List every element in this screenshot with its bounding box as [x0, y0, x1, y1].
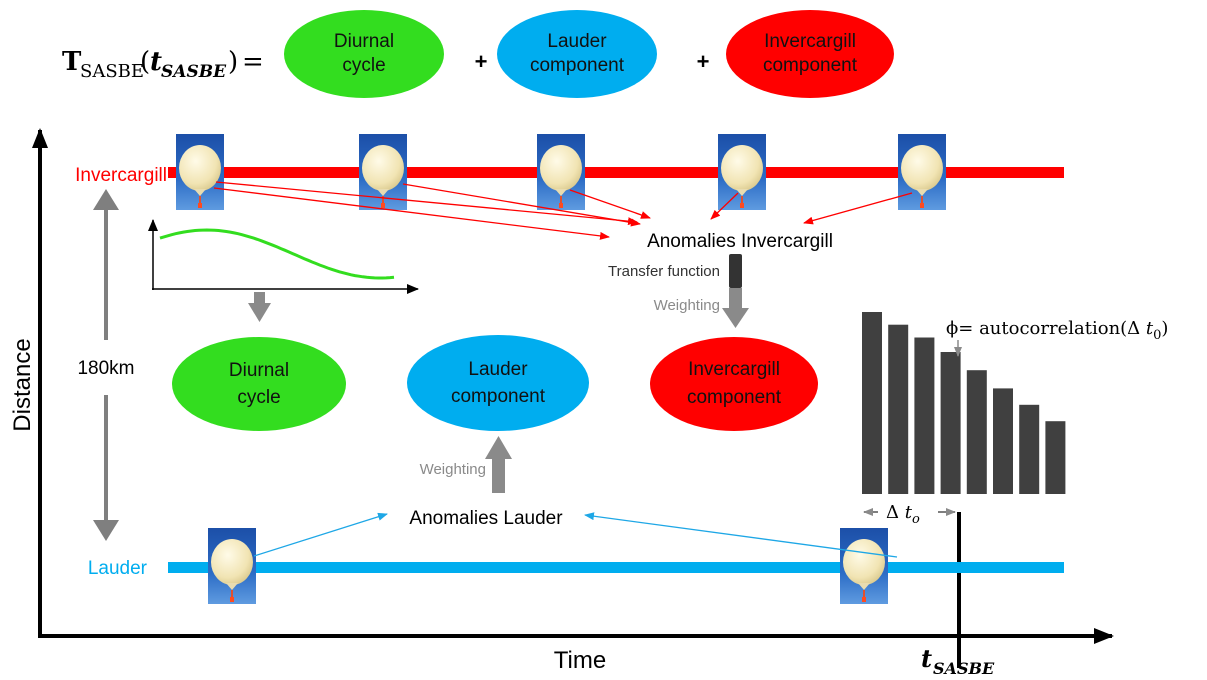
lauder-line2: component [451, 386, 546, 407]
distance-double-arrow [93, 189, 119, 541]
balloon-icon [839, 527, 889, 605]
lauder-line1: Lauder [468, 359, 528, 380]
autocorrelation-bar [993, 388, 1013, 494]
balloon-icon [207, 527, 257, 605]
balloon-icon [897, 133, 947, 211]
svg-text:): ) [228, 47, 238, 77]
phi-annotation: ϕ= autocorrelation(Δ t0) [946, 318, 1168, 357]
invercargill-weighting-label: Weighting [654, 297, 720, 314]
lauder-weighting-label: Weighting [420, 461, 486, 478]
balloon-icon [175, 133, 225, 211]
equation-diurnal-ellipse: Diurnal cycle [284, 10, 444, 98]
balloon-icon [536, 133, 586, 211]
equation-subscript: SASBE [80, 61, 144, 82]
equation-invercargill-ellipse: Invercargill component [726, 10, 894, 98]
equation-diurnal-line2: cycle [342, 55, 385, 76]
equation-lhs: T SASBE ( t SASBE ) = [62, 47, 264, 82]
delta-t-annotation: Δ to [863, 502, 956, 527]
delta-variable: t [905, 502, 913, 523]
phi-subscript: 0 [1153, 328, 1161, 343]
distance-label: 180km [77, 358, 134, 379]
diurnal-curve [159, 228, 395, 280]
diurnal-inset-plot [148, 219, 419, 294]
equation-lauder-line2: component [530, 55, 625, 76]
equation-argument-subscript: SASBE [161, 62, 227, 82]
t-sasbe-label: t [921, 644, 932, 673]
lauder-line [168, 562, 1064, 573]
svg-text:Δ to: Δ to [886, 502, 920, 527]
balloon-icon [358, 133, 408, 211]
anomalies-lauder-label: Anomalies Lauder [409, 508, 563, 529]
autocorrelation-bar [966, 370, 987, 494]
invercargill-line2: component [687, 387, 782, 408]
svg-text:(: ( [140, 47, 150, 77]
transfer-function-label: Transfer function [608, 263, 720, 280]
phi-prefix: ϕ= autocorrelation(Δ [946, 318, 1146, 339]
delta-symbol: Δ [886, 502, 905, 523]
diurnal-down-arrow [248, 292, 271, 322]
equation-lauder-line1: Lauder [547, 31, 607, 52]
plus-sign-2: + [697, 49, 710, 74]
transfer-function-block [729, 254, 742, 288]
invercargill-component-ellipse: Invercargill component [650, 337, 818, 431]
invercargill-weighting-arrow [722, 288, 749, 328]
autocorrelation-bar [862, 312, 882, 494]
diurnal-line2: cycle [237, 387, 280, 408]
autocorrelation-bars [862, 312, 1066, 494]
equation-diurnal-line1: Diurnal [334, 31, 394, 52]
invercargill-arrows [213, 181, 913, 240]
equation-invercargill-line1: Invercargill [764, 31, 856, 52]
invercargill-line1: Invercargill [688, 359, 780, 380]
lauder-arrows [253, 512, 898, 558]
distance-axis-label: Distance [9, 338, 36, 431]
invercargill-station-label: Invercargill [75, 165, 167, 186]
equation-invercargill-line2: component [763, 55, 858, 76]
delta-subscript: o [912, 512, 920, 527]
anomalies-invercargill-label: Anomalies Invercargill [647, 231, 833, 252]
equals-sign: = [242, 47, 264, 77]
autocorrelation-bar [940, 352, 961, 494]
balloon-icon [717, 133, 767, 211]
autocorrelation-bar [914, 337, 935, 494]
lauder-weighting-arrow [485, 436, 512, 493]
t-sasbe-subscript: SASBE [933, 659, 995, 678]
equation-symbol: T [62, 47, 82, 77]
autocorrelation-bar [1019, 404, 1040, 494]
svg-text:ϕ= autocorrelation(Δ t0): ϕ= autocorrelation(Δ t0) [946, 318, 1168, 343]
diurnal-cycle-ellipse: Diurnal cycle [172, 337, 346, 431]
phi-variable: t [1146, 318, 1154, 339]
equation-lauder-ellipse: Lauder component [497, 10, 657, 98]
time-axis-label: Time [554, 647, 606, 674]
autocorrelation-bar [1045, 421, 1066, 494]
equation-argument: t [150, 47, 162, 77]
plus-sign-1: + [475, 49, 488, 74]
autocorrelation-bar [888, 324, 909, 494]
lauder-station-label: Lauder [88, 558, 148, 579]
diurnal-line1: Diurnal [229, 360, 289, 381]
phi-suffix: ) [1161, 318, 1168, 339]
invercargill-line [168, 167, 1064, 178]
lauder-component-ellipse: Lauder component [407, 335, 589, 431]
